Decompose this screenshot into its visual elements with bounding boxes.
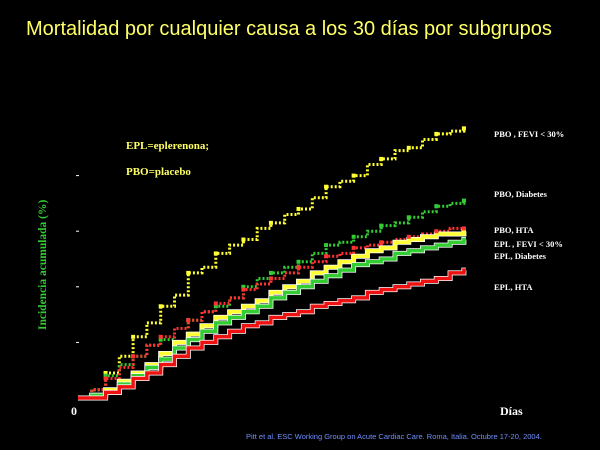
series-2-point-14	[268, 270, 273, 275]
series-2-point-28	[461, 198, 466, 203]
citation: Pitt et al. ESC Working Group on Acute C…	[246, 432, 542, 441]
series-4-label: EPL , FEVI < 30%	[494, 239, 563, 249]
series-3-point-16	[296, 265, 301, 270]
series-2-point-24	[406, 215, 411, 220]
series-1-point-6	[158, 304, 163, 309]
series-markers	[103, 126, 466, 381]
series-3-point-12	[241, 287, 246, 292]
series-3-label: PBO, HTA	[494, 225, 534, 235]
series-3-point-10	[213, 301, 218, 306]
series-3-point-6	[158, 334, 163, 339]
series-2-point-6	[158, 337, 163, 342]
note-pbo: PBO=placebo	[126, 166, 191, 178]
series-2-point-18	[324, 243, 329, 248]
series-5-label: EPL, Diabetes	[494, 251, 547, 261]
series-1-point-22	[379, 156, 384, 161]
series-3-point-28	[461, 226, 466, 231]
series-2-point-20	[351, 234, 356, 239]
series-2-point-2	[103, 373, 108, 378]
x-axis-zero-tick: 0	[71, 404, 77, 418]
y-axis-ticks	[76, 175, 79, 343]
series-2-point-12	[241, 284, 246, 289]
series-1-point-26	[434, 131, 439, 136]
series-1-point-10	[213, 251, 218, 256]
series-1-point-14	[268, 220, 273, 225]
y-axis-label: Incidencia acumulada (%)	[37, 199, 49, 330]
series-3-point-14	[268, 276, 273, 281]
x-axis-label: Días	[500, 404, 523, 418]
series-2-point-10	[213, 304, 218, 309]
series-6-label: EPL, HTA	[494, 282, 533, 292]
series-1-label: PBO , FEVI < 30%	[494, 129, 564, 139]
series-1-point-28	[461, 126, 466, 131]
series-3-point-26	[434, 229, 439, 234]
series-2-point-26	[434, 204, 439, 209]
series-3-point-2	[103, 376, 108, 381]
series-3-point-4	[131, 354, 136, 359]
series-4-line	[78, 229, 466, 400]
series-6-line	[78, 268, 466, 400]
series-1-point-12	[241, 237, 246, 242]
series-2-label: PBO, Diabetes	[494, 189, 548, 199]
series-1-point-16	[296, 206, 301, 211]
series-3-point-18	[324, 254, 329, 259]
series-1-point-8	[186, 270, 191, 275]
series-2-point-22	[379, 223, 384, 228]
series-3-point-24	[406, 234, 411, 239]
series-3-point-8	[186, 318, 191, 323]
series-3-point-22	[379, 240, 384, 245]
series-labels: PBO , FEVI < 30% PBO, Diabetes PBO, HTA EPL…	[494, 129, 564, 292]
series-1-point-4	[131, 334, 136, 339]
series-1-point-20	[351, 173, 356, 178]
series-1-point-18	[324, 184, 329, 189]
series-3-point-20	[351, 245, 356, 250]
series-2-point-16	[296, 259, 301, 264]
series-1-point-24	[406, 145, 411, 150]
note-epl: EPL=eplerenona;	[126, 140, 210, 152]
series-1-point-2	[103, 370, 108, 375]
chart-title: Mortalidad por cualquier causa a los 30 …	[26, 18, 552, 40]
